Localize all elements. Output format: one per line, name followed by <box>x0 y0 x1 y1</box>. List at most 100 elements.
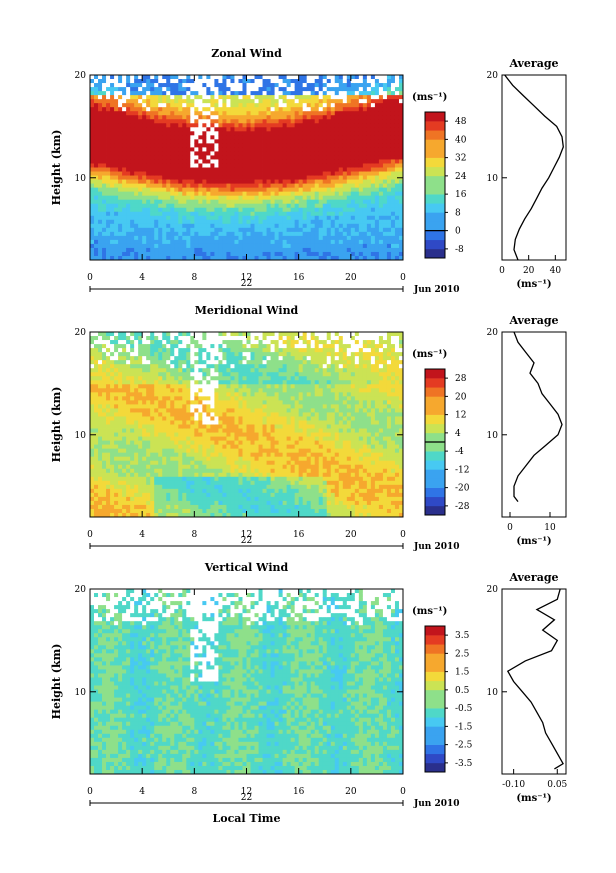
profile-x-tick-label: 40 <box>550 266 562 276</box>
panel-title: Meridional Wind <box>195 304 299 317</box>
heatmap-cell <box>398 191 404 197</box>
heatmap-cell <box>246 123 251 128</box>
heatmap-cell <box>98 360 103 365</box>
heatmap-cell <box>358 175 364 180</box>
heatmap-cell <box>158 440 163 446</box>
heatmap-cell <box>366 211 372 217</box>
heatmap-cell <box>94 243 99 249</box>
heatmap-cell <box>230 91 235 96</box>
heatmap-cell <box>134 223 139 229</box>
heatmap-cell <box>282 111 288 116</box>
heatmap-cell <box>118 372 123 377</box>
heatmap-cell <box>146 107 151 112</box>
heatmap-cell <box>102 384 107 389</box>
heatmap-cell <box>98 147 103 152</box>
heatmap-cell <box>230 191 235 197</box>
heatmap-cell <box>90 251 95 257</box>
heatmap-cell <box>190 167 195 172</box>
heatmap-cell <box>118 424 123 429</box>
heatmap-cell <box>106 432 111 437</box>
heatmap-cell <box>314 247 320 253</box>
heatmap-cell <box>378 151 384 156</box>
heatmap-cell <box>262 87 267 92</box>
heatmap-cell <box>390 87 396 92</box>
heatmap-cell <box>190 380 195 385</box>
heatmap-cell <box>190 235 195 241</box>
heatmap-cell <box>118 91 123 96</box>
heatmap-cell <box>114 336 119 341</box>
heatmap-cell <box>274 91 279 96</box>
heatmap-cell <box>362 155 368 160</box>
heatmap-cell <box>130 376 135 381</box>
heatmap-cell <box>162 432 167 437</box>
heatmap-cell <box>294 175 300 180</box>
heatmap-cell <box>310 95 316 100</box>
heatmap-cell <box>134 464 139 470</box>
heatmap-cell <box>186 372 191 377</box>
heatmap-cell <box>210 151 215 156</box>
heatmap-cell <box>378 195 384 201</box>
heatmap-cell <box>350 123 356 128</box>
heatmap-cell <box>138 207 143 213</box>
heatmap-cell <box>166 424 171 429</box>
heatmap-cell <box>158 416 163 421</box>
heatmap-cell <box>154 167 159 172</box>
heatmap-cell <box>374 203 380 209</box>
heatmap-cell <box>114 476 119 482</box>
date-label: Jun 2010 <box>413 285 460 295</box>
heatmap-cell <box>190 480 195 486</box>
heatmap-cell <box>150 396 155 401</box>
heatmap-cell <box>166 227 171 233</box>
heatmap-cell <box>194 219 199 225</box>
heatmap-cell <box>106 107 111 112</box>
heatmap-cell <box>134 496 139 502</box>
heatmap-cell <box>354 155 360 160</box>
heatmap-cell <box>178 251 183 257</box>
heatmap-cell <box>318 255 324 261</box>
heatmap-cell <box>90 336 95 341</box>
heatmap-cell <box>334 135 340 140</box>
heatmap-cell <box>150 247 155 253</box>
heatmap-cell <box>110 227 115 233</box>
heatmap-cell <box>282 159 288 164</box>
heatmap-cell <box>346 103 352 108</box>
heatmap-cell <box>174 227 179 233</box>
heatmap-cell <box>234 175 239 180</box>
heatmap-cell <box>190 436 195 441</box>
heatmap-cell <box>106 488 111 494</box>
heatmap-cell <box>246 79 251 84</box>
heatmap-cell <box>170 187 175 193</box>
heatmap-cell <box>250 143 255 148</box>
heatmap-cell <box>202 247 207 253</box>
heatmap-cell <box>242 159 247 164</box>
heatmap-cell <box>138 476 143 482</box>
heatmap-cell <box>138 151 143 156</box>
heatmap-cell <box>314 119 320 124</box>
heatmap-cell <box>278 159 284 164</box>
heatmap-cell <box>390 207 396 213</box>
heatmap-cell <box>98 396 103 401</box>
heatmap-cell <box>106 83 111 88</box>
heatmap-cell <box>310 127 316 132</box>
heatmap-cell <box>142 492 147 498</box>
heatmap-cell <box>118 147 123 152</box>
heatmap-cell <box>230 115 235 120</box>
heatmap-cell <box>146 396 151 401</box>
heatmap-cell <box>278 115 284 120</box>
heatmap-cell <box>198 191 203 197</box>
heatmap-cell <box>218 187 223 193</box>
heatmap-cell <box>190 247 195 253</box>
heatmap-cell <box>110 159 115 164</box>
heatmap-cell <box>190 199 195 205</box>
heatmap-cell <box>202 171 207 176</box>
heatmap-cell <box>346 219 352 225</box>
heatmap-cell <box>362 123 368 128</box>
heatmap-cell <box>110 243 115 249</box>
heatmap-cell <box>274 179 279 184</box>
heatmap-cell <box>182 436 187 441</box>
heatmap-cell <box>234 159 239 164</box>
heatmap-cell <box>170 468 175 474</box>
heatmap-cell <box>94 107 99 112</box>
heatmap-cell <box>326 99 332 104</box>
heatmap-cell <box>314 167 320 172</box>
